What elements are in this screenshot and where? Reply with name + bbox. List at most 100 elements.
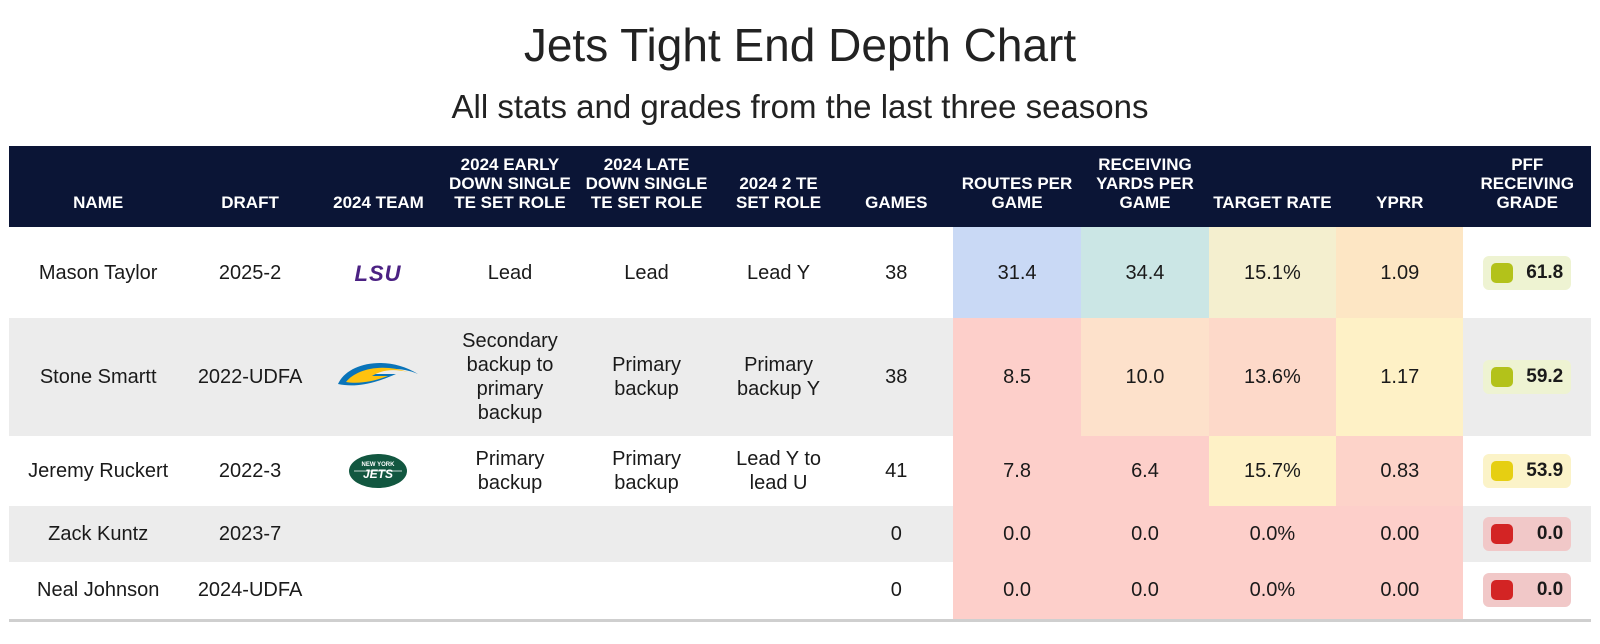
draft-pick-cell: 2022-UDFA <box>187 318 313 436</box>
target-rate-cell: 0.0% <box>1208 506 1337 562</box>
grade-value: 0.0 <box>1536 523 1564 544</box>
target-rate-cell: 0.0% <box>1208 562 1337 622</box>
yprr-cell: 0.00 <box>1336 562 1464 622</box>
col-header-target-rate: TARGET RATE <box>1208 146 1337 227</box>
routes-per-game-value: 7.8 <box>1003 460 1031 482</box>
yprr-value: 1.17 <box>1380 366 1420 388</box>
yards-per-game-cell: 0.0 <box>1081 506 1209 562</box>
col-header-two-te-role: 2024 2 TE SET ROLE <box>717 146 840 227</box>
routes-per-game-cell: 8.5 <box>952 318 1082 436</box>
player-name-cell: Neal Johnson <box>9 562 188 622</box>
games-text: 38 <box>885 261 908 284</box>
team-logo-cell-cell <box>312 562 445 622</box>
games-cell: 0 <box>839 506 953 562</box>
grade-indicator-dot <box>1491 367 1514 387</box>
early-down-role-text: Lead <box>487 261 533 284</box>
yprr-value: 0.83 <box>1380 460 1420 482</box>
draft-pick-text: 2022-3 <box>218 460 282 482</box>
pff-grade-cell: 61.8 <box>1463 227 1591 318</box>
player-name-cell: Stone Smartt <box>9 318 188 436</box>
chargers-logo <box>317 357 440 397</box>
draft-pick-text: 2025-2 <box>218 261 282 284</box>
grade-badge: 61.8 <box>1483 255 1572 290</box>
table-row: Mason Taylor 2025-2 LSU Lead Lead Lead Y 38 31.… <box>9 227 1591 318</box>
yards-per-game-cell: 0.0 <box>1081 562 1209 622</box>
team-logo-cell-cell <box>312 506 445 562</box>
depth-chart-table: NAME DRAFT 2024 TEAM 2024 EARLY DOWN SIN… <box>9 146 1591 622</box>
two-te-role-cell <box>717 506 840 562</box>
draft-pick-cell: 2023-7 <box>187 506 313 562</box>
grade-badge: 59.2 <box>1483 360 1572 394</box>
team-logo-cell-cell: LSU <box>313 227 444 318</box>
routes-per-game-cell: 0.0 <box>952 506 1082 562</box>
late-down-role-cell: Primary backup <box>576 436 718 506</box>
grade-badge: 0.0 <box>1483 517 1572 551</box>
team-logo-cell-cell <box>312 318 445 436</box>
two-te-role-cell <box>717 562 840 622</box>
two-te-role-text: Lead Y to lead U <box>736 448 821 494</box>
yprr-value: 1.09 <box>1380 261 1420 284</box>
two-te-role-text: Lead Y <box>747 261 811 284</box>
table-row: Zack Kuntz 2023-7 0 0.0 0.0 0.0% 0.00 0.0 <box>9 506 1591 562</box>
player-name-text: Mason Taylor <box>38 261 158 284</box>
chart-subtitle: All stats and grades from the last three… <box>451 88 1149 125</box>
yprr-cell: 0.83 <box>1336 436 1464 506</box>
grade-indicator-dot <box>1491 580 1514 601</box>
two-te-role-cell: Primary backup Y <box>717 318 840 436</box>
target-rate-cell: 15.7% <box>1208 436 1337 506</box>
table-row: Jeremy Ruckert 2022-3 NEW YORK JETS Primary … <box>9 436 1591 506</box>
svg-text:LSU: LSU <box>355 261 402 285</box>
target-rate-value: 13.6% <box>1244 366 1301 388</box>
col-header-routes: ROUTES PER GAME <box>952 146 1082 227</box>
grade-value: 53.9 <box>1526 460 1564 481</box>
target-rate-value: 15.7% <box>1244 460 1301 482</box>
late-down-role-text: Primary backup <box>612 354 681 400</box>
draft-pick-text: 2024-UDFA <box>197 579 303 602</box>
yprr-value: 0.00 <box>1380 523 1420 545</box>
col-header-late-role: 2024 LATE DOWN SINGLE TE SET ROLE <box>575 146 718 227</box>
routes-per-game-value: 31.4 <box>997 261 1037 284</box>
target-rate-value: 15.1% <box>1244 261 1301 284</box>
late-down-role-cell: Primary backup <box>575 318 718 436</box>
grade-indicator-dot <box>1491 524 1514 544</box>
pff-grade-cell: 0.0 <box>1463 506 1591 562</box>
yards-per-game-value: 0.0 <box>1131 579 1159 602</box>
player-name-text: Jeremy Ruckert <box>28 460 169 482</box>
two-te-role-text: Primary backup Y <box>737 354 821 400</box>
routes-per-game-cell: 7.8 <box>952 436 1082 506</box>
svg-text:JETS: JETS <box>363 467 393 481</box>
early-down-role-cell: Secondary backup to primary backup <box>444 318 576 436</box>
col-header-draft: DRAFT <box>187 146 313 227</box>
grade-badge: 0.0 <box>1483 573 1572 608</box>
yards-per-game-cell: 34.4 <box>1081 227 1209 318</box>
early-down-role-cell: Lead <box>444 227 575 318</box>
col-header-early-role: 2024 EARLY DOWN SINGLE TE SET ROLE <box>444 146 576 227</box>
grade-indicator-dot <box>1491 461 1514 481</box>
routes-per-game-cell: 0.0 <box>952 562 1082 622</box>
early-down-role-text: Secondary backup to primary backup <box>462 330 558 424</box>
player-name-text: Zack Kuntz <box>48 523 149 545</box>
player-name-cell: Jeremy Ruckert <box>9 436 187 506</box>
yards-per-game-cell: 10.0 <box>1081 318 1209 436</box>
pff-grade-cell: 0.0 <box>1463 562 1591 622</box>
routes-per-game-cell: 31.4 <box>952 227 1082 318</box>
late-down-role-cell <box>575 506 718 562</box>
early-down-role-text: Primary backup <box>475 448 545 494</box>
col-header-name: NAME <box>9 146 188 227</box>
late-down-role-cell: Lead <box>576 227 718 318</box>
chart-title: Jets Tight End Depth Chart <box>523 19 1077 71</box>
games-cell: 38 <box>840 227 953 318</box>
pff-grade-cell: 59.2 <box>1463 318 1591 436</box>
yprr-cell: 0.00 <box>1336 506 1464 562</box>
yards-per-game-value: 0.0 <box>1131 523 1159 545</box>
grade-value: 61.8 <box>1526 261 1564 283</box>
yprr-cell: 1.09 <box>1336 227 1464 318</box>
games-cell: 38 <box>839 318 953 436</box>
player-name-text: Neal Johnson <box>37 579 160 602</box>
late-down-role-cell <box>575 562 718 622</box>
table-header: NAME DRAFT 2024 TEAM 2024 EARLY DOWN SIN… <box>9 146 1591 227</box>
col-header-games: GAMES <box>839 146 953 227</box>
games-cell: 0 <box>839 562 953 622</box>
col-header-yards: RECEIVING YARDS PER GAME <box>1081 146 1209 227</box>
draft-pick-text: 2023-7 <box>218 523 282 545</box>
